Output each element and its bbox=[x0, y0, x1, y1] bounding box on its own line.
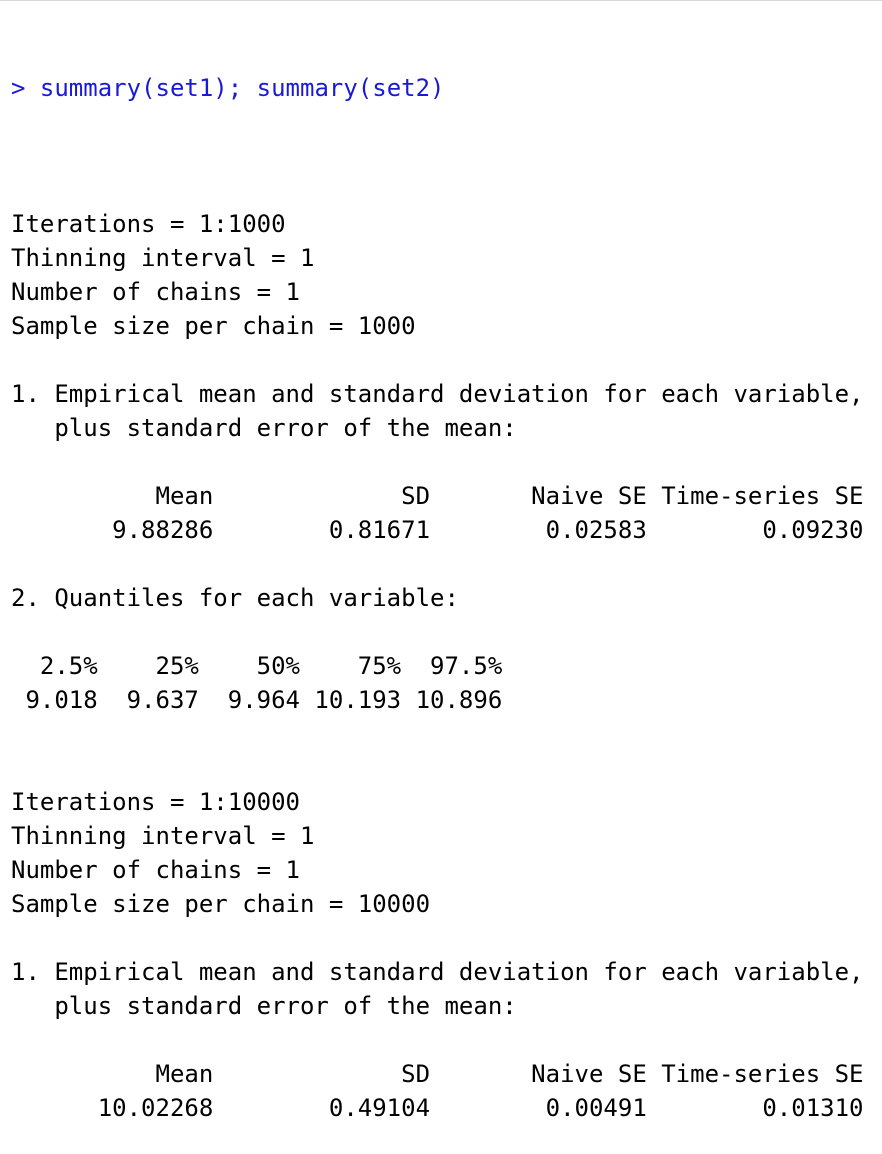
output-line: Mean SD Naive SE Time-series SE bbox=[11, 1060, 864, 1088]
output-line: Iterations = 1:10000 bbox=[11, 788, 300, 816]
output-line bbox=[11, 615, 864, 649]
output-line bbox=[11, 343, 864, 377]
output-line: 9.018 9.637 9.964 10.193 10.896 bbox=[11, 686, 503, 714]
output-line bbox=[11, 1125, 864, 1154]
output-line bbox=[11, 445, 864, 479]
output-line: Number of chains = 1 bbox=[11, 856, 300, 884]
output-line: Iterations = 1:1000 bbox=[11, 210, 286, 238]
output-line: plus standard error of the mean: bbox=[11, 414, 517, 442]
output-line bbox=[11, 1023, 864, 1057]
output-line: 9.88286 0.81671 0.02583 0.09230 bbox=[11, 516, 864, 544]
output-line: Sample size per chain = 1000 bbox=[11, 312, 416, 340]
output-line bbox=[11, 717, 864, 751]
console-prompt: > bbox=[11, 74, 26, 102]
output-line: Mean SD Naive SE Time-series SE bbox=[11, 482, 864, 510]
output-line: 2. Quantiles for each variable: bbox=[11, 584, 459, 612]
output-line: Sample size per chain = 10000 bbox=[11, 890, 431, 918]
output-line bbox=[11, 547, 864, 581]
console-lines: > summary(set1); summary(set2) Iteration… bbox=[11, 3, 864, 1154]
output-line: Thinning interval = 1 bbox=[11, 822, 315, 850]
output-line: 10.02268 0.49104 0.00491 0.01310 bbox=[11, 1094, 864, 1122]
output-line bbox=[11, 751, 864, 785]
output-line bbox=[11, 921, 864, 955]
output-line: 1. Empirical mean and standard deviation… bbox=[11, 958, 864, 986]
output-line: Thinning interval = 1 bbox=[11, 244, 315, 272]
output-line: Number of chains = 1 bbox=[11, 278, 300, 306]
output-line: plus standard error of the mean: bbox=[11, 992, 517, 1020]
output-line bbox=[11, 173, 864, 207]
output-line: 2.5% 25% 50% 75% 97.5% bbox=[11, 652, 503, 680]
command-line: > summary(set1); summary(set2) bbox=[11, 71, 864, 105]
command-text: summary(set1); summary(set2) bbox=[39, 74, 445, 102]
output-line: 1. Empirical mean and standard deviation… bbox=[11, 380, 864, 408]
